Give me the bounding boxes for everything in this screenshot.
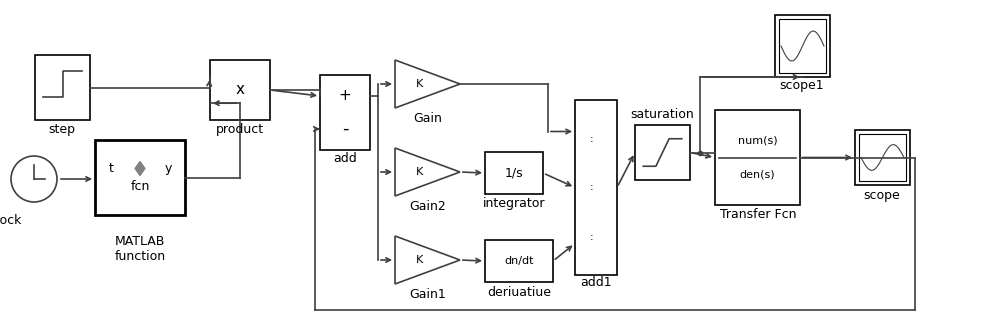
- Text: clock: clock: [0, 214, 21, 226]
- Text: :: :: [590, 232, 594, 241]
- Text: :: :: [590, 133, 594, 144]
- Text: product: product: [216, 123, 264, 136]
- Text: deriuatiue: deriuatiue: [487, 285, 551, 298]
- Bar: [715, 110, 800, 205]
- Bar: [485, 240, 553, 282]
- Text: Gain1: Gain1: [410, 287, 446, 300]
- Text: +: +: [339, 88, 351, 103]
- Polygon shape: [395, 60, 460, 108]
- Text: scope: scope: [864, 189, 900, 202]
- Text: Gain: Gain: [414, 111, 442, 124]
- Text: integrator: integrator: [483, 198, 545, 211]
- Text: Transfer Fcn: Transfer Fcn: [720, 209, 796, 222]
- Text: dn/dt: dn/dt: [504, 256, 534, 266]
- Text: K: K: [416, 255, 423, 265]
- Text: y: y: [165, 162, 172, 175]
- Text: K: K: [416, 167, 423, 177]
- Text: step: step: [48, 123, 76, 136]
- Text: num(s): num(s): [738, 135, 777, 145]
- Text: x: x: [236, 83, 244, 98]
- Polygon shape: [395, 148, 460, 196]
- Bar: [779, 19, 826, 73]
- Bar: [210, 60, 270, 120]
- Text: add: add: [333, 152, 357, 165]
- Text: den(s): den(s): [740, 169, 775, 179]
- Text: Gain2: Gain2: [410, 200, 446, 213]
- Text: K: K: [416, 79, 423, 89]
- Bar: [320, 75, 370, 150]
- Text: 1/s: 1/s: [505, 167, 523, 179]
- Text: add1: add1: [580, 276, 612, 290]
- Text: scope1: scope1: [780, 78, 824, 91]
- Bar: [855, 130, 910, 185]
- Text: MATLAB
function: MATLAB function: [114, 235, 166, 263]
- Text: t: t: [109, 162, 114, 175]
- Text: fcn: fcn: [130, 180, 150, 193]
- Bar: [95, 140, 185, 215]
- Bar: [575, 100, 617, 275]
- Polygon shape: [135, 161, 145, 176]
- Text: -: -: [342, 120, 348, 138]
- Text: :: :: [590, 182, 594, 192]
- Bar: [485, 152, 543, 194]
- Bar: [635, 125, 690, 180]
- Bar: [775, 15, 830, 77]
- Text: saturation: saturation: [630, 109, 694, 122]
- Bar: [35, 55, 90, 120]
- Polygon shape: [395, 236, 460, 284]
- Bar: [859, 134, 906, 181]
